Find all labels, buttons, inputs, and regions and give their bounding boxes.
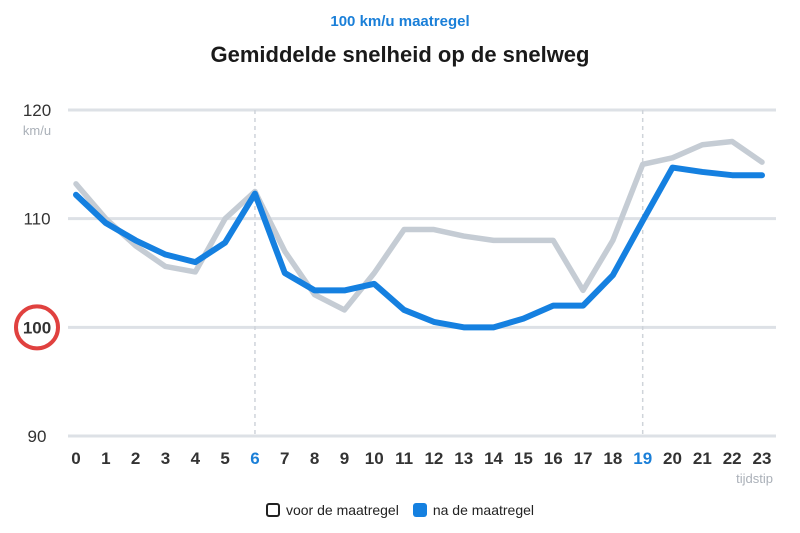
legend-item-na[interactable]: na de maatregel xyxy=(412,502,535,518)
legend-swatch-voor xyxy=(265,503,280,517)
legend-item-voor[interactable]: voor de maatregel xyxy=(265,502,399,518)
x-tick-label: 13 xyxy=(454,449,473,468)
y-tick-label: 110 xyxy=(23,210,50,229)
x-tick-label: 21 xyxy=(693,449,712,468)
x-tick-label: 4 xyxy=(191,449,201,468)
chart-title: Gemiddelde snelheid op de snelweg xyxy=(210,42,590,67)
legend-label-voor: voor de maatregel xyxy=(285,502,399,518)
x-axis-label: tijdstip xyxy=(736,471,773,486)
x-tick-label: 19 xyxy=(633,449,652,468)
x-tick-label: 10 xyxy=(365,449,384,468)
x-tick-label: 8 xyxy=(310,449,319,468)
x-tick-label: 16 xyxy=(544,449,563,468)
chart-subtitle: 100 km/u maatregel xyxy=(330,13,470,30)
y-tick-label: 120 xyxy=(23,101,51,120)
x-tick-label: 11 xyxy=(395,449,413,468)
x-tick-label: 3 xyxy=(161,449,170,468)
x-tick-label: 9 xyxy=(340,449,349,468)
speed-limit-sign-icon xyxy=(14,304,60,351)
x-tick-label: 14 xyxy=(484,449,503,468)
x-tick-label: 17 xyxy=(574,449,593,468)
x-tick-label: 20 xyxy=(663,449,682,468)
x-tick-label: 5 xyxy=(220,449,229,468)
x-tick-label: 12 xyxy=(424,449,443,468)
x-tick-label: 22 xyxy=(723,449,742,468)
legend-label-na: na de maatregel xyxy=(432,502,535,518)
y-tick-label: 90 xyxy=(28,427,47,446)
x-tick-label: 0 xyxy=(71,449,80,468)
x-tick-label: 15 xyxy=(514,449,533,468)
series-line-voor xyxy=(73,138,765,313)
x-tick-label: 7 xyxy=(280,449,289,468)
x-tick-label: 6 xyxy=(250,449,259,468)
x-tick-label: 2 xyxy=(131,449,140,468)
x-tick-label: 1 xyxy=(101,449,110,468)
x-tick-label: 18 xyxy=(603,449,622,468)
x-tick-label: 23 xyxy=(753,449,772,468)
series-line-na xyxy=(73,164,765,331)
y-axis-label: km/u xyxy=(23,123,51,138)
legend-swatch-na xyxy=(412,503,427,517)
legend: voor de maatregel na de maatregel xyxy=(0,502,800,518)
y-tick-label: 100 xyxy=(23,318,51,337)
